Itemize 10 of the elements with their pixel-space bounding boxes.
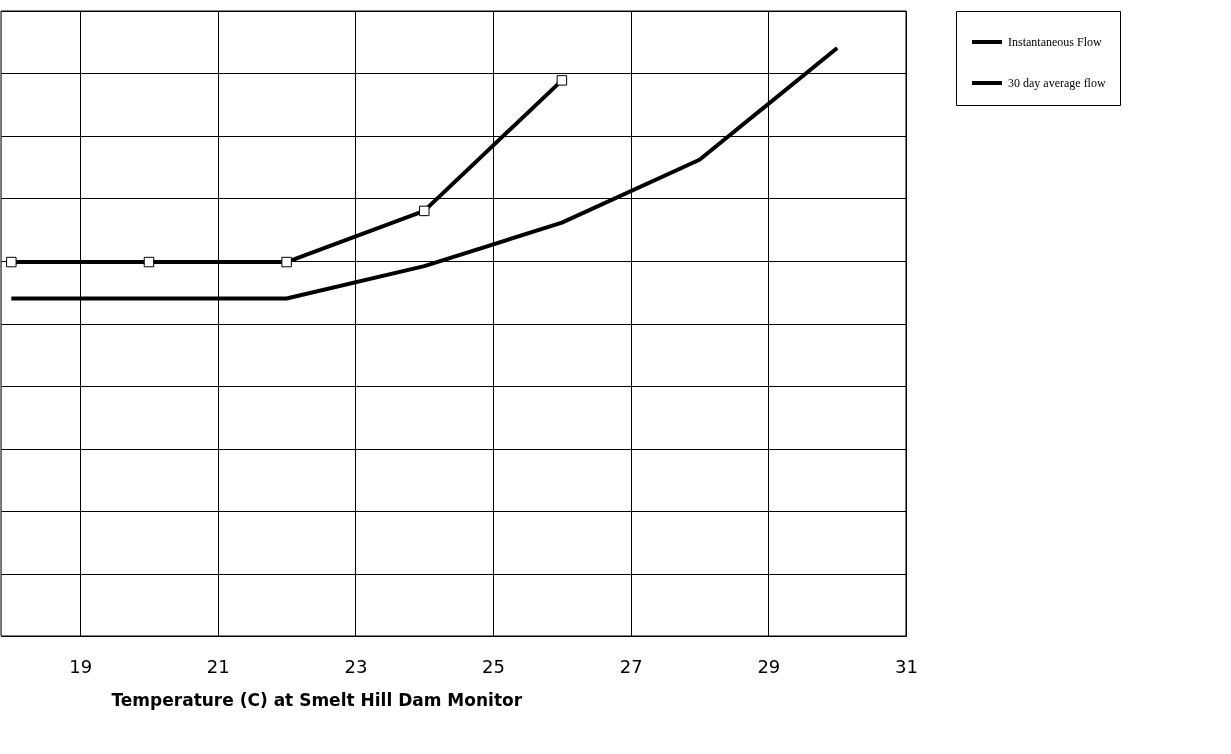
x-axis-title: Temperature (C) at Smelt Hill Dam Monitor xyxy=(111,689,523,710)
x-tick-label: 25 xyxy=(482,655,506,677)
x-tick-label: 23 xyxy=(344,655,368,677)
x-tick-label: 21 xyxy=(206,655,230,677)
x-tick-label: 29 xyxy=(757,655,781,677)
x-tick-label: 27 xyxy=(619,655,643,677)
legend-label: Instantaneous Flow xyxy=(1008,35,1102,49)
legend-label: 30 day average flow xyxy=(1008,76,1106,90)
x-tick-label: 31 xyxy=(895,655,918,677)
x-tick-label: 19 xyxy=(69,655,93,677)
